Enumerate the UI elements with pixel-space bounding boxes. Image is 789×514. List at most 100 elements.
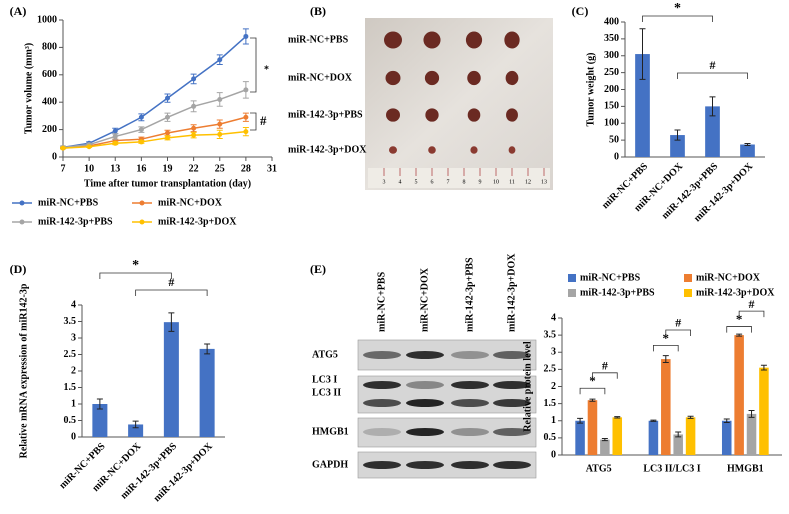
blot-band: [363, 399, 401, 407]
row-label: LC3 I: [312, 374, 337, 385]
lane-label: miR-142-3p+PBS: [464, 257, 475, 332]
y-tick-label: 0.5: [64, 415, 77, 426]
error-bar: [168, 312, 175, 332]
y-tick-label: 1.5: [544, 398, 557, 409]
y-tick-label: 1: [551, 415, 556, 426]
bar: [670, 135, 685, 157]
blot-band: [451, 381, 489, 389]
bar: [673, 434, 683, 455]
y-tick-label: 150: [604, 101, 619, 112]
error-bar: [614, 416, 621, 419]
point: [112, 140, 118, 146]
tumor: [384, 31, 402, 49]
row-label: LC3 II: [312, 387, 341, 398]
significance-bracket: [665, 329, 691, 336]
y-tick-label: 3.5: [64, 316, 77, 327]
point: [243, 87, 249, 93]
bar: [612, 417, 623, 455]
significance-bracket: [592, 372, 618, 379]
legend-swatch: [568, 289, 576, 297]
blot-band: [406, 461, 444, 469]
error-bar: [96, 398, 103, 410]
legend-label: miR-NC+DOX: [158, 197, 223, 208]
y-tick-label: 4: [71, 299, 76, 310]
x-tick-label: LC3 II/LC3 I: [643, 463, 700, 474]
significance-bracket: [579, 387, 606, 395]
legend-marker: [19, 219, 25, 225]
blot-band: [406, 399, 444, 407]
y-tick-label: 350: [604, 33, 619, 44]
row-label: miR-NC+PBS: [288, 34, 349, 45]
bar: [685, 417, 696, 455]
error-bar: [744, 143, 751, 147]
lane-label: miR-NC+PBS: [376, 271, 387, 332]
panel-label: (B): [310, 4, 326, 18]
error-bar: [601, 438, 608, 442]
significance-bracket: [677, 72, 748, 79]
legend-label: miR-142-3p+DOX: [158, 216, 237, 227]
legend-label: miR-NC+PBS: [38, 197, 99, 208]
y-tick-label: 3: [71, 332, 76, 343]
panel-label: (C): [572, 4, 589, 18]
error-bar: [687, 415, 694, 419]
significance-bracket: [653, 345, 679, 352]
y-tick-label: 1: [71, 398, 76, 409]
blot-band: [406, 381, 444, 389]
significance-bracket: [250, 112, 257, 131]
series-line: [62, 89, 247, 149]
annotation: *: [674, 1, 681, 16]
error-bar: [736, 333, 743, 337]
blot-band: [363, 461, 401, 469]
series-line: [62, 130, 246, 149]
y-tick-label: 400: [42, 96, 57, 107]
point: [165, 95, 170, 101]
bar: [635, 54, 650, 157]
legend-marker: [139, 219, 145, 225]
point: [112, 133, 118, 139]
bar: [600, 439, 610, 455]
blot-band: [493, 381, 531, 389]
tumor: [467, 108, 481, 122]
row-label: miR-142-3p+DOX: [288, 144, 367, 155]
tumor: [389, 146, 397, 154]
significance-bracket: [738, 310, 765, 318]
point: [217, 121, 223, 127]
ruler-label: 12: [525, 179, 531, 185]
tumor: [386, 108, 400, 122]
error-bar: [760, 364, 767, 371]
annotation: *: [132, 258, 139, 273]
legend-marker: [139, 200, 145, 206]
significance-bracket: [99, 272, 172, 279]
lane-label: miR-NC+DOX: [419, 267, 430, 332]
ruler-label: 9: [479, 179, 482, 185]
x-tick-label: 13: [110, 163, 120, 174]
bar: [199, 348, 215, 437]
tumor: [425, 108, 439, 122]
x-tick-label: miR-142-3p+DOX: [692, 160, 756, 224]
blot-band: [406, 351, 444, 359]
y-tick-label: 800: [42, 42, 57, 53]
point: [191, 132, 197, 138]
x-tick-label: 22: [189, 163, 199, 174]
tumor: [508, 146, 516, 154]
error-bar: [577, 417, 584, 424]
tumor: [504, 31, 520, 49]
blot-band: [451, 461, 489, 469]
ruler: [368, 168, 550, 188]
point: [165, 130, 170, 136]
lane-label: miR-142-3p+DOX: [506, 253, 517, 332]
x-tick-label: 28: [241, 163, 251, 174]
tumor: [467, 70, 481, 86]
x-tick-label: 25: [215, 163, 225, 174]
significance-bracket: [250, 37, 257, 93]
bar: [746, 413, 757, 455]
ruler-label: 7: [447, 179, 450, 185]
blot-band: [493, 428, 531, 436]
point: [112, 128, 118, 134]
ruler-label: 6: [431, 179, 434, 185]
annotation: *: [589, 373, 596, 388]
annotation: *: [736, 312, 743, 327]
bar: [648, 420, 659, 455]
point: [191, 125, 197, 131]
